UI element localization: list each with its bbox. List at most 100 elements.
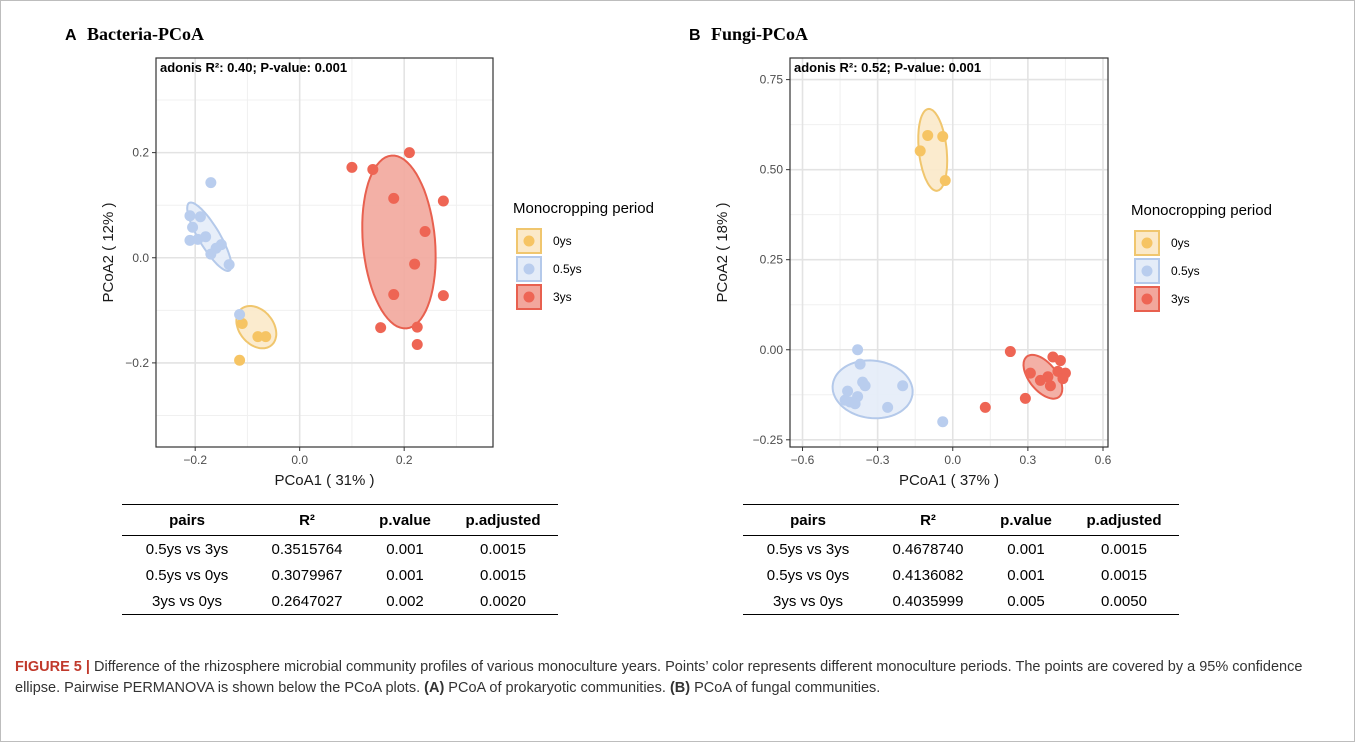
table-cell: 0.4035999 [892, 592, 964, 610]
data-point-3ys [388, 289, 400, 301]
table-cell: 0.0015 [1101, 566, 1147, 584]
legend-label: 0.5ys [1171, 264, 1200, 278]
table-header-cell: p.value [379, 511, 431, 529]
data-point-0.5ys [854, 358, 866, 370]
data-point-0ys [252, 331, 264, 343]
legend: Monocropping period 0ys 0.5ys 3ys [513, 200, 654, 310]
y-tick-label: 0.00 [760, 343, 784, 357]
caption-text: Difference of the rhizosphere microbial … [15, 659, 1303, 696]
data-point-0.5ys [187, 221, 199, 233]
legend-title: Monocropping period [513, 200, 654, 217]
table-cell: 0.0050 [1101, 592, 1147, 610]
data-point-0ys [260, 331, 272, 343]
table-cell: 3ys vs 0ys [772, 592, 844, 610]
data-point-0ys [939, 174, 951, 186]
y-tick-label: 0.0 [132, 251, 149, 265]
data-point-0.5ys [852, 344, 864, 356]
data-point-0.5ys [859, 380, 871, 392]
legend-point-0.5ys [1141, 265, 1153, 277]
table-cell: 0.5ys vs 3ys [766, 540, 850, 558]
data-point-3ys [1054, 355, 1066, 367]
legend-key-3ys [516, 284, 542, 310]
table-row: 3ys vs 0ys 0.4035999 0.005 0.0050 [743, 588, 1179, 615]
data-point-3ys [411, 338, 423, 350]
table-cell: 0.4136082 [892, 566, 964, 584]
panel-letter: B [689, 27, 701, 44]
table-cell: 0.001 [386, 566, 424, 584]
table-header-cell: p.adjusted [465, 511, 541, 529]
plot-border [789, 57, 1109, 448]
permanova-table-bacteria: pairs R² p.value p.adjusted 0.5ys vs 3ys… [122, 504, 558, 615]
table-cell: 0.3079967 [271, 566, 343, 584]
legend-key-0.5ys [516, 256, 542, 282]
data-point-3ys [375, 322, 387, 334]
adonis-annotation: adonis R²: 0.52; P-value: 0.001 [794, 60, 981, 75]
table-cell: 3ys vs 0ys [151, 592, 223, 610]
legend: Monocropping period 0ys 0.5ys 3ys [1131, 202, 1272, 312]
legend-label: 0.5ys [553, 262, 582, 276]
x-tick-label: 0.0 [944, 453, 961, 467]
data-point-0ys [937, 131, 949, 143]
y-tick-label: −0.2 [125, 356, 149, 370]
data-point-0.5ys [194, 211, 206, 223]
permanova-table-fungi: pairs R² p.value p.adjusted 0.5ys vs 3ys… [743, 504, 1179, 615]
data-point-0.5ys [897, 380, 909, 392]
table-cell: 0.001 [1007, 566, 1045, 584]
panel-b-plot: B Fungi-PCoA −0.6 −0.3 0.0 0.3 0.6 −0.25 0.00 0.2… [689, 24, 1272, 489]
table-cell: 0.5ys vs 0ys [766, 566, 850, 584]
data-point-0ys [914, 145, 926, 157]
legend-point-0ys [1141, 237, 1153, 249]
figure-canvas: A Bacteria-PCoA −0.2 0.0 0.2 −0.2 0.0 0.2 PCoA1 … [65, 24, 1272, 489]
adonis-annotation: adonis R²: 0.40; P-value: 0.001 [160, 60, 347, 75]
data-point-0ys [234, 354, 246, 366]
table-cell: 0.0015 [1101, 540, 1147, 558]
data-point-3ys [367, 163, 379, 175]
table-row: 0.5ys vs 0ys 0.3079967 0.001 0.0015 [122, 562, 558, 588]
data-point-3ys [1004, 346, 1016, 358]
y-axis-label: PCoA2 ( 12% ) [100, 202, 117, 302]
y-tick-label: 0.50 [760, 163, 784, 177]
table-row: 0.5ys vs 3ys 0.4678740 0.001 0.0015 [743, 536, 1179, 563]
data-point-0.5ys [184, 210, 196, 222]
table-cell: 0.005 [1007, 592, 1045, 610]
table-cell: 0.5ys vs 0ys [145, 566, 229, 584]
data-point-0.5ys [849, 398, 861, 410]
x-tick-label: −0.3 [866, 453, 890, 467]
data-point-3ys [979, 401, 991, 413]
table-header-cell: R² [920, 511, 936, 529]
data-point-3ys [1057, 373, 1069, 385]
table-row: 3ys vs 0ys 0.2647027 0.002 0.0020 [122, 588, 558, 615]
legend-point-0ys [523, 235, 535, 247]
table-cell: 0.2647027 [271, 592, 343, 610]
table-row: 0.5ys vs 3ys 0.3515764 0.001 0.0015 [122, 536, 558, 563]
data-point-0ys [922, 129, 934, 141]
data-point-3ys [1034, 374, 1046, 386]
caption-text: PCoA of prokaryotic communities. [444, 680, 670, 696]
legend-key-0.5ys [1134, 258, 1160, 284]
table-header-cell: R² [299, 511, 315, 529]
legend-point-3ys [523, 291, 535, 303]
legend-point-3ys [1141, 293, 1153, 305]
table-cell: 0.001 [1007, 540, 1045, 558]
table-cell: 0.5ys vs 3ys [145, 540, 229, 558]
x-tick-label: −0.2 [183, 453, 207, 467]
table-header-cell: pairs [790, 511, 826, 529]
table-cell: 0.4678740 [892, 540, 964, 558]
data-point-0.5ys [882, 401, 894, 413]
table-header-cell: p.value [1000, 511, 1052, 529]
data-point-0.5ys [842, 385, 854, 397]
table-cell: 0.0020 [480, 592, 526, 610]
y-tick-label: 0.75 [760, 73, 784, 87]
table-cell: 0.0015 [480, 566, 526, 584]
x-tick-label: 0.0 [291, 453, 308, 467]
x-axis-label: PCoA1 ( 37% ) [899, 472, 999, 489]
y-tick-label: 0.2 [132, 146, 149, 160]
legend-title: Monocropping period [1131, 202, 1272, 219]
data-point-0ys [236, 317, 248, 329]
y-tick-label: 0.25 [760, 253, 784, 267]
confidence-ellipse-0ys [917, 107, 949, 192]
data-point-3ys [419, 225, 431, 237]
table-header-row: pairs R² p.value p.adjusted [743, 504, 1179, 536]
x-tick-label: 0.2 [396, 453, 413, 467]
data-point-3ys [411, 321, 423, 333]
